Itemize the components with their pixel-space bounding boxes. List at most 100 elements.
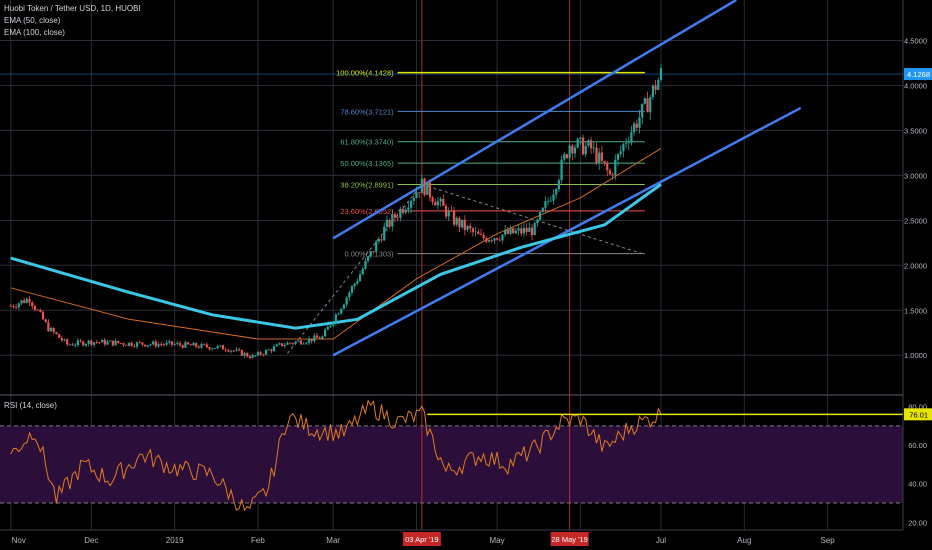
candle-body <box>528 227 531 233</box>
candle-body <box>383 226 386 241</box>
candle-body <box>31 302 34 307</box>
candle-body <box>533 223 536 235</box>
candle-body <box>477 231 480 235</box>
candle-body <box>560 159 563 181</box>
candle-body <box>337 313 340 315</box>
candle-body <box>162 344 166 346</box>
rsi-band-fill <box>0 425 903 504</box>
candle-body <box>127 342 131 346</box>
candle-body <box>143 344 147 347</box>
candle-body <box>281 343 284 346</box>
candle-body <box>221 345 225 350</box>
candle-body <box>579 137 582 139</box>
fib-level-label: 61.80%(3.3740) <box>340 138 394 147</box>
candle-body <box>103 339 106 345</box>
ema50-legend: EMA (50, close) <box>4 16 61 25</box>
candle-body <box>47 322 50 332</box>
candle-body <box>479 234 483 235</box>
candle-body <box>224 349 227 351</box>
channel-upper-line <box>332 0 737 240</box>
candle-body <box>410 200 413 208</box>
candle-body <box>114 340 117 346</box>
candle-body <box>654 85 657 90</box>
candle-body <box>9 305 12 307</box>
candle-body <box>544 201 547 208</box>
candle-body <box>393 214 397 218</box>
candle-body <box>391 214 394 227</box>
candle-body <box>87 340 90 345</box>
candle-body <box>33 306 37 310</box>
candle-body <box>512 228 515 234</box>
price-tick-label: 2.5000 <box>904 216 927 225</box>
candle-body <box>651 85 655 98</box>
candle-body <box>592 147 595 149</box>
price-tick-label: 3.0000 <box>904 171 927 180</box>
rsi-line <box>10 399 903 512</box>
candle-body <box>235 349 238 351</box>
candle-body <box>117 340 120 344</box>
candle-body <box>157 344 160 347</box>
candle-body <box>643 98 646 104</box>
candle-body <box>58 334 61 338</box>
candle-body <box>584 145 587 155</box>
candle-body <box>375 241 378 252</box>
candle-body <box>358 274 362 282</box>
candle-body <box>302 343 305 345</box>
candle-body <box>326 326 329 330</box>
fib-level-label: 78.60%(3.7121) <box>340 107 394 116</box>
candle-body <box>356 281 359 284</box>
candle-body <box>305 342 308 344</box>
candle-body <box>616 154 620 160</box>
candle-body <box>565 154 569 159</box>
candle-body <box>342 304 346 309</box>
candle-body <box>619 151 622 155</box>
candle-body <box>181 345 184 348</box>
candle-body <box>461 219 464 228</box>
candle-body <box>165 342 168 345</box>
candle-body <box>444 205 448 217</box>
candle-body <box>568 145 571 159</box>
candle-body <box>272 346 276 352</box>
candle-body <box>385 219 389 227</box>
candle-body <box>294 341 297 344</box>
time-tick-label: Mar <box>326 536 340 545</box>
candle-body <box>205 344 208 348</box>
trend-channel[interactable] <box>332 0 802 357</box>
time-tick-label: Jul <box>656 536 666 545</box>
candle-body <box>313 335 316 342</box>
candle-body <box>463 219 466 230</box>
rsi-tick-label: 60.00 <box>908 441 927 450</box>
candle-body <box>509 228 512 234</box>
candle-body <box>401 208 405 213</box>
candle-body <box>469 225 472 229</box>
candle-body <box>173 344 176 345</box>
time-tick-label: Sep <box>820 536 835 545</box>
candle-body <box>608 170 612 175</box>
candle-body <box>149 344 152 346</box>
candle-body <box>520 228 523 234</box>
candle-body <box>412 197 415 201</box>
candle-body <box>275 344 278 347</box>
candle-body <box>361 268 364 275</box>
time-tick-label: Aug <box>737 536 751 545</box>
price-tick-label: 1.5000 <box>904 306 927 315</box>
rsi-legend: RSI (14, close) <box>4 401 57 410</box>
candle-body <box>109 340 112 342</box>
candle-body <box>195 343 198 347</box>
candle-body <box>310 338 313 342</box>
candle-body <box>216 346 219 349</box>
candle-body <box>434 202 437 206</box>
candle-body <box>324 329 327 337</box>
candle-body <box>635 123 638 128</box>
candle-body <box>450 210 453 212</box>
candle-body <box>318 337 321 339</box>
candle-body <box>79 340 82 342</box>
candle-body <box>482 234 485 239</box>
candle-body <box>270 349 273 352</box>
candle-body <box>611 174 614 176</box>
candle-body <box>380 239 383 241</box>
candle-body <box>638 117 641 128</box>
candle-body <box>66 339 69 345</box>
fibonacci-retracement[interactable]: 100.00%(4.1428) 78.60%(3.7121) 61.80%(3.37… <box>287 69 645 354</box>
